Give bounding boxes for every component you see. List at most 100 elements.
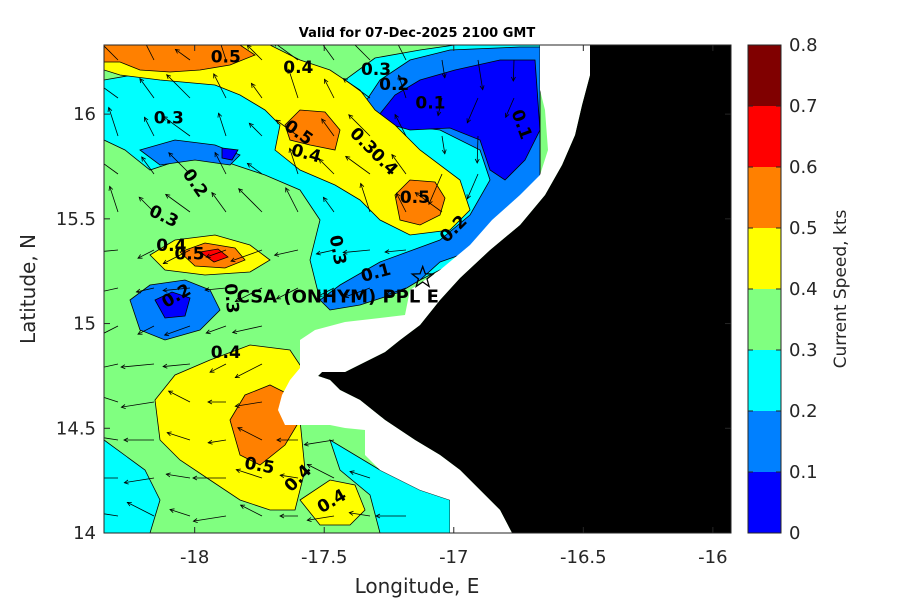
colorbar-swatch <box>748 350 781 411</box>
speed-band-0.5-0.6-east <box>394 179 446 226</box>
speed-band-0.4-0.5-north <box>104 45 471 236</box>
current-vector <box>164 193 191 213</box>
speed-band-0.6-0.7-west <box>198 248 229 263</box>
site-marker: CSA (ONHYM) PPL E <box>237 264 439 307</box>
current-vector <box>217 112 227 137</box>
current-vector <box>234 401 263 408</box>
current-vector <box>192 515 227 523</box>
colorbar-swatch <box>748 411 781 472</box>
current-vector <box>321 118 335 137</box>
current-vector <box>306 515 335 522</box>
x-tick-label: -17.5 <box>301 547 348 568</box>
colorbar-tick-label: 0.8 <box>789 35 818 56</box>
current-vector <box>104 87 119 99</box>
current-vector <box>213 73 227 99</box>
colorbar-swatch <box>748 228 781 289</box>
current-vector <box>322 196 335 213</box>
current-vector <box>104 249 119 252</box>
current-vector <box>279 473 299 479</box>
y-tick-label: 15 <box>73 314 96 335</box>
colorbar-swatch <box>748 45 781 106</box>
current-vector <box>144 116 155 137</box>
current-vector <box>394 113 407 137</box>
current-vector <box>505 97 515 119</box>
speed-band-0.4-0.5-bottom <box>299 479 366 526</box>
current-vector <box>209 363 227 373</box>
y-tick-label: 14 <box>73 523 96 544</box>
current-vector <box>343 287 371 299</box>
current-vector <box>162 116 191 137</box>
current-vector <box>428 173 443 206</box>
current-vector <box>397 45 407 61</box>
x-axis: -18 -17.5 -17 -16.5 -16 <box>180 45 728 568</box>
current-vector <box>348 114 371 137</box>
x-axis-label: Longitude, E <box>355 574 480 598</box>
current-vector <box>174 48 191 61</box>
current-vector <box>359 182 371 213</box>
current-vector <box>441 135 447 155</box>
current-vector <box>306 463 335 479</box>
current-vector <box>205 325 227 335</box>
current-vector <box>238 188 263 213</box>
y-tick-label: 15.5 <box>56 209 96 230</box>
current-vector <box>166 74 191 99</box>
current-vector <box>474 135 480 164</box>
current-vector <box>104 477 118 479</box>
current-vector <box>239 504 263 517</box>
current-vector <box>250 82 263 99</box>
current-vector <box>315 249 335 256</box>
current-vector <box>207 439 227 445</box>
contour-label: 0.5 <box>174 244 204 264</box>
current-vector <box>348 510 371 517</box>
current-vector <box>120 401 155 409</box>
x-tick-label: -18 <box>180 547 209 568</box>
current-vector <box>288 147 299 175</box>
current-vector <box>342 249 371 255</box>
colorbar-swatch <box>748 472 781 533</box>
x-tick-label: -16.5 <box>560 547 607 568</box>
current-vector <box>324 78 335 99</box>
x-tick-label: -17 <box>439 547 468 568</box>
current-vector <box>511 59 516 82</box>
current-vector <box>231 325 263 335</box>
current-vector <box>317 287 335 297</box>
current-vector <box>397 74 407 99</box>
current-vector <box>248 122 263 137</box>
current-vector <box>391 153 407 175</box>
colorbar-tick-label: 0.2 <box>789 401 818 422</box>
contour-label: 0.3 <box>154 108 184 128</box>
current-vector <box>275 119 299 137</box>
colorbar-tick-label: 0.5 <box>789 218 818 239</box>
current-vector <box>207 399 226 405</box>
current-vector <box>123 477 155 485</box>
current-vector <box>318 158 335 175</box>
current-vector <box>163 325 191 337</box>
contour-label: 0.3 <box>220 283 243 315</box>
current-vector <box>168 152 191 175</box>
current-vector <box>375 513 406 519</box>
current-vector <box>104 363 119 368</box>
site-star-icon <box>410 264 435 288</box>
current-vector <box>165 472 191 479</box>
current-vector <box>139 77 155 99</box>
current-vector <box>214 151 227 175</box>
current-vector <box>104 511 119 517</box>
contour-label: 0.4 <box>283 58 313 78</box>
plot-area: 0.50.4 0.30.20.10.10.3 0.50.4 0.30.40.50.20… <box>103 44 732 534</box>
current-vector <box>246 162 263 175</box>
current-vector <box>220 45 227 61</box>
current-vector <box>138 196 155 213</box>
current-vector <box>166 431 191 441</box>
current-vector <box>123 437 154 443</box>
current-vector <box>344 155 371 175</box>
current-vector <box>477 59 485 91</box>
colorbar-label: Current Speed, kts <box>831 210 851 369</box>
current-vector <box>162 287 191 293</box>
current-vector <box>466 97 479 124</box>
current-vector <box>141 156 155 175</box>
current-vector <box>204 287 227 292</box>
current-vector <box>192 475 226 481</box>
current-vector <box>354 45 371 61</box>
current-vector <box>230 249 263 263</box>
